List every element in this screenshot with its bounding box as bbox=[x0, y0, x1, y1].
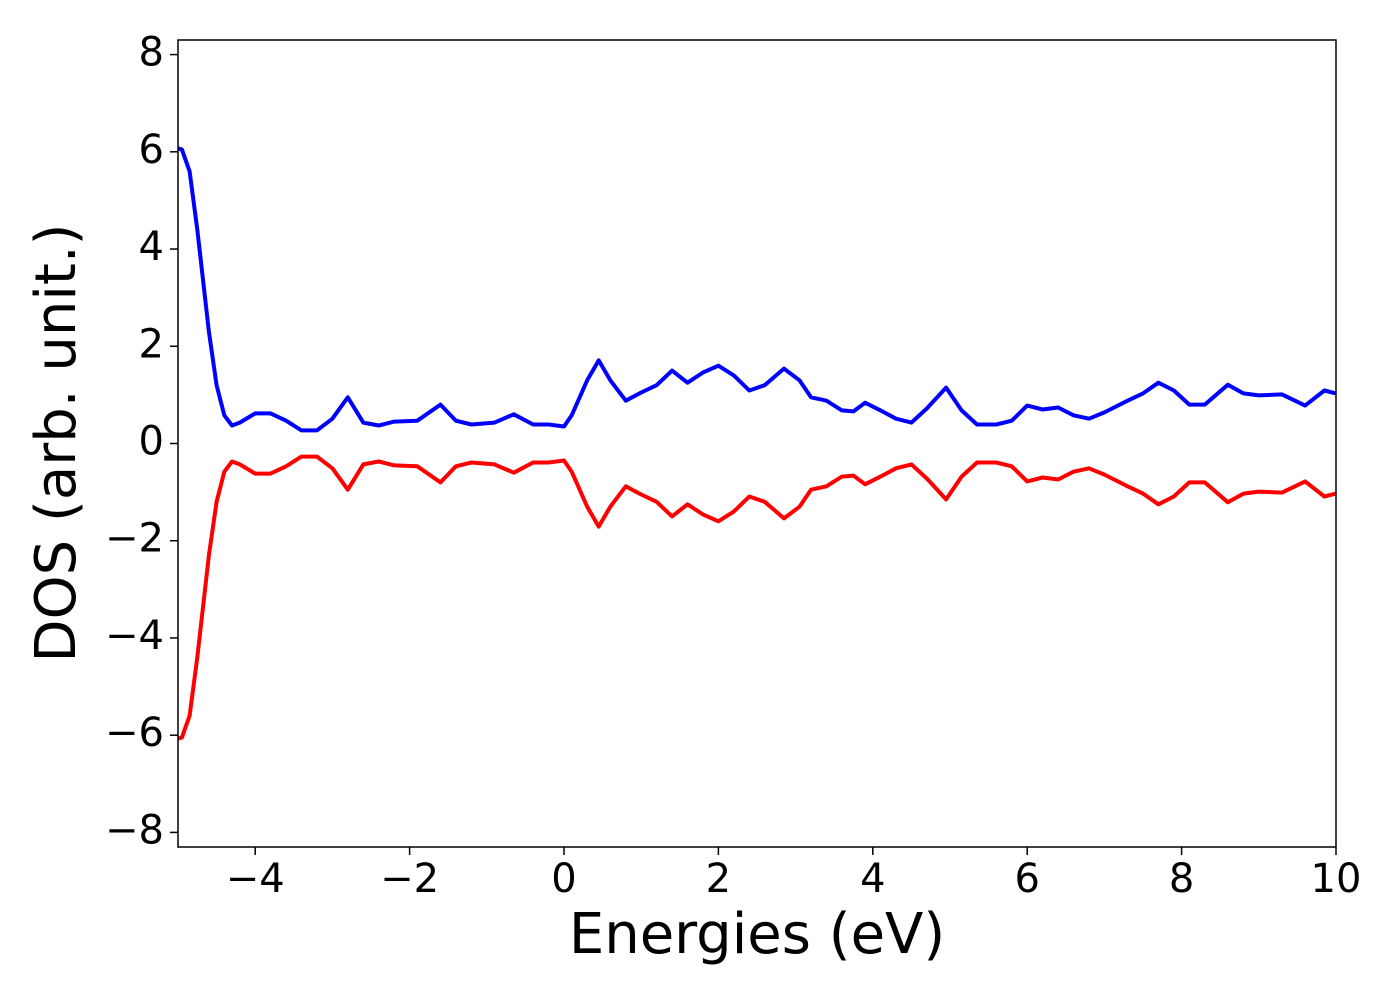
series-line bbox=[178, 454, 1336, 741]
y-tick-label: 4 bbox=[139, 224, 164, 270]
y-tick-label: 2 bbox=[139, 321, 164, 367]
x-tick-label: −4 bbox=[226, 856, 285, 902]
x-tick-label: 10 bbox=[1311, 856, 1362, 902]
x-tick-label: −2 bbox=[380, 856, 439, 902]
x-tick-label: 6 bbox=[1014, 856, 1039, 902]
series-line bbox=[178, 146, 1336, 433]
y-tick-label: 8 bbox=[139, 30, 164, 76]
x-tick-label: 8 bbox=[1169, 856, 1194, 902]
x-tick-label: 0 bbox=[551, 856, 576, 902]
y-tick-label: 0 bbox=[139, 419, 164, 465]
y-tick-label: −2 bbox=[105, 516, 164, 562]
x-tick-label: 2 bbox=[706, 856, 731, 902]
y-axis-label: DOS (arb. unit.) bbox=[24, 223, 89, 662]
x-tick-label: 4 bbox=[860, 856, 885, 902]
x-axis-label: Energies (eV) bbox=[569, 902, 945, 967]
y-tick-label: −6 bbox=[105, 710, 164, 756]
plot-frame bbox=[177, 39, 1337, 848]
y-tick-label: −4 bbox=[105, 613, 164, 659]
y-tick-label: −8 bbox=[105, 807, 164, 853]
y-tick-label: 6 bbox=[139, 127, 164, 173]
